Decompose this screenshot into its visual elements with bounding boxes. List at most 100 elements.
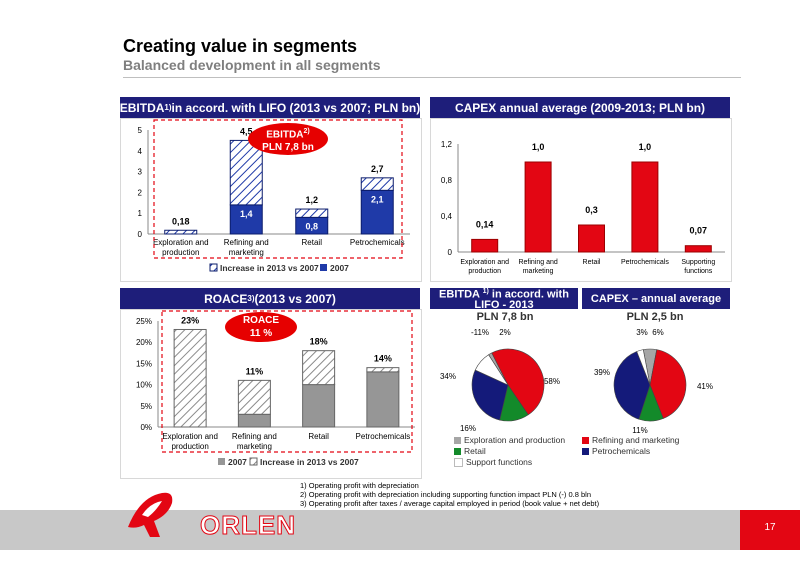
roace-y-tick: 15%: [136, 359, 152, 368]
capex-category-label: Supporting: [681, 259, 715, 266]
header-divider: [123, 77, 741, 78]
capex-category-label: Retail: [583, 259, 601, 266]
pie-ebitda-header: EBITDA 1) in accord. with LIFO - 2013: [430, 288, 578, 311]
roace-category-label: marketing: [237, 442, 272, 451]
pie-ebitda-title-rest: in accord. with LIFO - 2013: [474, 288, 569, 311]
pie-capex-slice: [613, 351, 651, 420]
pie-legend-label: Support functions: [466, 457, 533, 467]
ebitda-total-label: 2,7: [371, 164, 384, 174]
ebitda-bar-increase: [229, 139, 263, 206]
footnote-2: 2) Operating profit with depreciation in…: [300, 490, 591, 499]
pie-legend-item: Refining and marketing: [582, 435, 679, 445]
capex-bar: [684, 245, 712, 253]
capex-bar: [631, 161, 659, 253]
roace-y-tick: 5%: [140, 402, 152, 411]
ebitda-y-tick: 4: [138, 147, 143, 156]
pie-legend-item: Retail: [454, 446, 486, 456]
ebitda-bar-2007-label: 0,8: [305, 221, 318, 231]
ebitda-badge-sup: 2): [303, 128, 310, 135]
pie-legend-label: Refining and marketing: [592, 435, 680, 445]
ebitda-title-sup: 1): [164, 103, 172, 112]
pie-ebitda-slice-label: 34%: [440, 372, 456, 381]
ebitda-bar-2007-label: 1,4: [240, 209, 253, 219]
roace-title-main: ROACE: [204, 291, 248, 306]
roace-y-tick: 10%: [136, 381, 152, 390]
roace-total-badge: ROACE 11 %: [225, 312, 297, 342]
pie-legend-label: Exploration and production: [464, 435, 566, 445]
footnote-1: 1) Operating profit with depreciation: [300, 481, 419, 490]
pie-ebitda-total: PLN 7,8 bn: [476, 311, 534, 323]
roace-category-label: Refining and: [232, 432, 277, 441]
capex-category-label: functions: [684, 268, 713, 275]
pie-capex-slice: [636, 349, 651, 386]
ebitda-legend-2007-swatch: [320, 264, 327, 271]
capex-bar: [524, 161, 552, 253]
capex-y-tick: 0,8: [441, 176, 453, 185]
capex-y-tick: 1,2: [441, 140, 453, 149]
ebitda-category-label: production: [162, 248, 199, 257]
capex-title: CAPEX annual average (2009-2013; PLN bn): [454, 100, 706, 115]
pie-capex-slice-label: 41%: [697, 382, 713, 391]
pie-legend-item: Petrochemicals: [582, 446, 650, 456]
roace-legend-2007-swatch: [218, 458, 225, 465]
pie-charts: 2% 58% 16% 34% -11% 6% 41% 11% 39% 3%: [440, 328, 713, 435]
pie-legend-swatch: [454, 457, 463, 467]
capex-chart-panel: [430, 118, 732, 282]
capex-bar-label: 1,0: [639, 142, 652, 152]
pie-capex-total: PLN 2,5 bn: [626, 311, 684, 323]
roace-legend-increase-swatch: [249, 457, 258, 466]
ebitda-category-label: Petrochemicals: [350, 238, 405, 247]
capex-bar: [471, 238, 499, 253]
capex-category-label: production: [468, 268, 501, 275]
pie-ebitda-slice: [471, 369, 509, 421]
roace-y-tick: 0%: [140, 423, 152, 432]
capex-category-label: Exploration and: [460, 259, 509, 266]
roace-y-tick: 20%: [136, 338, 152, 347]
pie-legend-item: Exploration and production: [454, 435, 565, 445]
ebitda-bar-increase: [164, 229, 198, 235]
ebitda-y-tick: 0: [138, 230, 143, 239]
capex-bar-label: 0,14: [476, 219, 494, 229]
ebitda-bar-increase: [295, 208, 329, 218]
pie-ebitda-slice-label: 16%: [460, 424, 476, 433]
pie-capex-header: CAPEX – annual average: [582, 288, 730, 309]
roace-title-sup: 3): [247, 294, 255, 303]
roace-bar-increase: [366, 367, 400, 373]
roace-total-label: 11%: [246, 366, 264, 376]
pie-capex-slice-label: 6%: [652, 328, 664, 337]
pie-capex-slice: [649, 349, 687, 419]
capex-bar-chart: 0 0,4 0,8 1,2 0,14 Exploration and production 1…: [441, 140, 725, 275]
pie-legend-item: Support functions: [454, 457, 532, 467]
ebitda-legend-increase-label: Increase in 2013 vs 2007: [220, 263, 319, 273]
roace-category-label: Petrochemicals: [356, 432, 411, 441]
capex-bar-label: 0,07: [690, 226, 708, 236]
capex-bar-label: 1,0: [532, 142, 545, 152]
footnote-3: 3) Operating profit after taxes / averag…: [300, 499, 600, 508]
ebitda-panel-header: EBITDA 1) in accord. with LIFO (2013 vs 2…: [120, 97, 420, 118]
roace-category-label: production: [171, 442, 208, 451]
pie-ebitda-slice-label: -11%: [471, 328, 489, 337]
capex-bar-label: 0,3: [585, 205, 598, 215]
ebitda-category-label: Refining and: [224, 238, 269, 247]
pie-capex-title: CAPEX – annual average: [590, 292, 722, 305]
ebitda-y-tick: 5: [138, 126, 143, 135]
pie-legend-label: Retail: [464, 446, 486, 456]
ebitda-bar-2007-label: 2,1: [371, 194, 384, 204]
ebitda-title-rest: in accord. with LIFO (2013 vs 2007; PLN …: [171, 100, 421, 115]
ebitda-badge-value: PLN 7,8 bn: [262, 142, 314, 154]
roace-bar-2007: [302, 384, 336, 428]
ebitda-y-tick: 1: [138, 209, 143, 218]
roace-panel-header: ROACE 3) (2013 vs 2007): [120, 288, 420, 309]
pie-legend-swatch: [582, 447, 589, 455]
page-title: Creating value in segments: [123, 36, 358, 56]
ebitda-legend-increase-swatch: [209, 263, 218, 272]
roace-total-label: 23%: [181, 315, 199, 325]
roace-legend-2007-label: 2007: [228, 457, 247, 467]
orlen-eagle-icon: [128, 492, 173, 537]
ebitda-category-label: Exploration and: [153, 238, 209, 247]
ebitda-dashed-frame: [153, 119, 403, 259]
pie-ebitda-slice: [491, 348, 545, 416]
footer-band: [0, 510, 740, 550]
capex-category-label: Refining and: [518, 259, 557, 266]
